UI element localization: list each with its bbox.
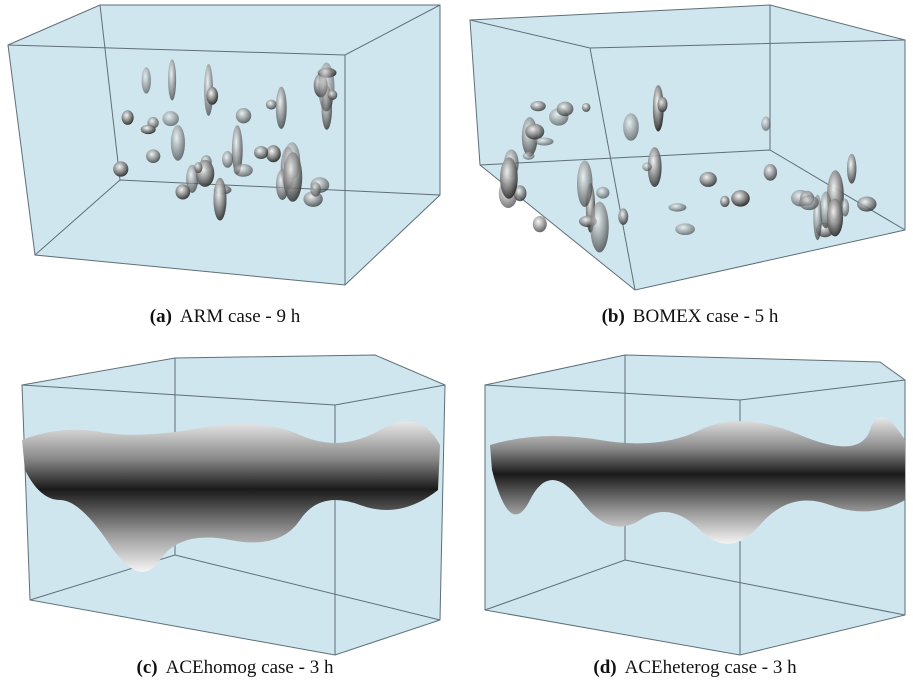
cloud xyxy=(327,89,338,100)
panel-label: (b) xyxy=(601,306,625,327)
cloud xyxy=(576,160,593,208)
cloud xyxy=(590,201,609,253)
cloud xyxy=(253,145,269,159)
cloud xyxy=(222,150,233,168)
cloud xyxy=(140,124,156,135)
cloud xyxy=(761,116,771,131)
cloud xyxy=(763,163,778,181)
cloud xyxy=(657,96,668,113)
cloud xyxy=(826,198,844,237)
cloud xyxy=(647,147,662,188)
cloud xyxy=(206,86,219,105)
cloud xyxy=(581,102,591,112)
cloud xyxy=(186,164,199,193)
cloud xyxy=(668,203,687,212)
clouds xyxy=(113,59,338,221)
cloud xyxy=(530,101,546,112)
panel-label: (a) xyxy=(149,306,172,327)
cloud-layer xyxy=(490,417,905,544)
caption: (d) ACEheterog case - 3 h xyxy=(593,657,796,679)
caption-text: ARM case - 9 h xyxy=(179,306,301,327)
box-b xyxy=(469,4,906,291)
cloud xyxy=(525,123,545,140)
box-c xyxy=(21,354,446,656)
cloud xyxy=(162,111,179,127)
cloud xyxy=(642,162,652,172)
cloud xyxy=(235,108,252,124)
cloud xyxy=(275,86,287,130)
cloud xyxy=(841,198,850,217)
cloud xyxy=(283,152,303,202)
cloud xyxy=(534,137,554,146)
cloud xyxy=(857,196,877,212)
cloud xyxy=(500,157,518,199)
cloud xyxy=(121,110,134,125)
cloud xyxy=(623,113,639,141)
cloud xyxy=(170,124,185,161)
cloud xyxy=(265,145,281,163)
caption: (a) ARM case - 9 h xyxy=(150,306,300,328)
cloud xyxy=(213,177,227,221)
cloud xyxy=(675,223,695,236)
clouds xyxy=(498,84,877,253)
cloud xyxy=(265,99,277,110)
cloud xyxy=(168,59,177,101)
cloud xyxy=(799,195,819,211)
cloud xyxy=(233,163,253,177)
cloud xyxy=(310,182,321,197)
cloud xyxy=(194,162,203,174)
caption: (c) ACEhomog case - 3 h xyxy=(137,657,334,679)
cloud xyxy=(731,190,750,207)
panel-label: (c) xyxy=(136,657,158,678)
cloud xyxy=(846,153,857,184)
cloud xyxy=(513,185,527,202)
cloud xyxy=(146,149,161,163)
cloud xyxy=(556,101,574,117)
cloud xyxy=(231,125,243,175)
box-d xyxy=(484,354,906,656)
cloud xyxy=(522,151,535,160)
cloud xyxy=(720,195,730,208)
cloud xyxy=(596,186,610,199)
cloud xyxy=(113,161,129,177)
box-a xyxy=(7,4,441,286)
cloud xyxy=(175,184,191,200)
caption: (b) BOMEX case - 5 h xyxy=(602,306,779,328)
cloud xyxy=(532,216,547,233)
cloud xyxy=(618,208,629,225)
caption-text: ACEhomog case - 3 h xyxy=(165,657,334,678)
caption-text: ACEheterog case - 3 h xyxy=(624,657,797,678)
caption-text: BOMEX case - 5 h xyxy=(632,306,779,327)
cloud-layer xyxy=(22,421,440,572)
cloud xyxy=(318,62,335,112)
panel-label: (d) xyxy=(593,657,617,678)
cloud xyxy=(141,67,151,94)
cloud xyxy=(699,171,717,187)
